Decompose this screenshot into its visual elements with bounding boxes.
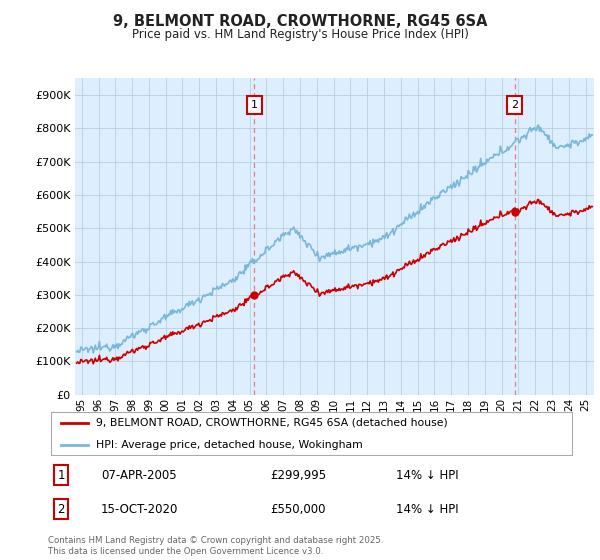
- Text: 9, BELMONT ROAD, CROWTHORNE, RG45 6SA: 9, BELMONT ROAD, CROWTHORNE, RG45 6SA: [113, 14, 487, 29]
- Text: 2: 2: [58, 503, 65, 516]
- Text: 07-APR-2005: 07-APR-2005: [101, 469, 176, 482]
- Text: 14% ↓ HPI: 14% ↓ HPI: [397, 503, 459, 516]
- Text: £550,000: £550,000: [270, 503, 325, 516]
- Text: 14% ↓ HPI: 14% ↓ HPI: [397, 469, 459, 482]
- Text: HPI: Average price, detached house, Wokingham: HPI: Average price, detached house, Woki…: [95, 440, 362, 450]
- Text: £299,995: £299,995: [270, 469, 326, 482]
- Text: 1: 1: [251, 100, 258, 110]
- Text: Contains HM Land Registry data © Crown copyright and database right 2025.
This d: Contains HM Land Registry data © Crown c…: [48, 536, 383, 556]
- Text: 9, BELMONT ROAD, CROWTHORNE, RG45 6SA (detached house): 9, BELMONT ROAD, CROWTHORNE, RG45 6SA (d…: [95, 418, 447, 428]
- Text: Price paid vs. HM Land Registry's House Price Index (HPI): Price paid vs. HM Land Registry's House …: [131, 28, 469, 41]
- Text: 2: 2: [511, 100, 518, 110]
- Text: 15-OCT-2020: 15-OCT-2020: [101, 503, 178, 516]
- FancyBboxPatch shape: [50, 412, 572, 455]
- Text: 1: 1: [58, 469, 65, 482]
